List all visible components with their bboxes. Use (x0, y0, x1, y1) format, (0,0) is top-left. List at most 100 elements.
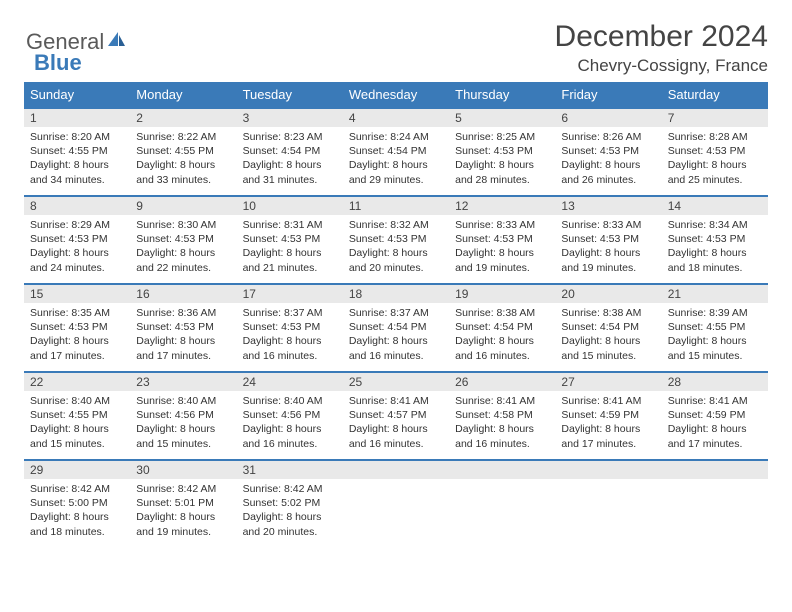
calendar-cell: 17Sunrise: 8:37 AMSunset: 4:53 PMDayligh… (237, 284, 343, 372)
day-details: Sunrise: 8:41 AMSunset: 4:59 PMDaylight:… (662, 391, 768, 457)
sunrise-line: Sunrise: 8:41 AM (668, 394, 762, 408)
day-details: Sunrise: 8:26 AMSunset: 4:53 PMDaylight:… (555, 127, 661, 193)
calendar-cell: 22Sunrise: 8:40 AMSunset: 4:55 PMDayligh… (24, 372, 130, 460)
daylight-line: Daylight: 8 hours and 15 minutes. (30, 422, 124, 450)
calendar-cell-empty (449, 460, 555, 548)
calendar-head: SundayMondayTuesdayWednesdayThursdayFrid… (24, 82, 768, 108)
calendar-table: SundayMondayTuesdayWednesdayThursdayFrid… (24, 82, 768, 548)
calendar-cell: 29Sunrise: 8:42 AMSunset: 5:00 PMDayligh… (24, 460, 130, 548)
day-details: Sunrise: 8:31 AMSunset: 4:53 PMDaylight:… (237, 215, 343, 281)
sunset-line: Sunset: 4:53 PM (561, 144, 655, 158)
daylight-line: Daylight: 8 hours and 15 minutes. (136, 422, 230, 450)
day-details: Sunrise: 8:37 AMSunset: 4:53 PMDaylight:… (237, 303, 343, 369)
daylight-line: Daylight: 8 hours and 21 minutes. (243, 246, 337, 274)
day-number: 11 (343, 197, 449, 215)
sunrise-line: Sunrise: 8:33 AM (561, 218, 655, 232)
calendar-row: 22Sunrise: 8:40 AMSunset: 4:55 PMDayligh… (24, 372, 768, 460)
daylight-line: Daylight: 8 hours and 31 minutes. (243, 158, 337, 186)
day-details: Sunrise: 8:25 AMSunset: 4:53 PMDaylight:… (449, 127, 555, 193)
calendar-cell: 4Sunrise: 8:24 AMSunset: 4:54 PMDaylight… (343, 108, 449, 196)
day-number: 3 (237, 109, 343, 127)
sunset-line: Sunset: 4:55 PM (136, 144, 230, 158)
sunrise-line: Sunrise: 8:20 AM (30, 130, 124, 144)
day-number: 30 (130, 461, 236, 479)
sunset-line: Sunset: 4:53 PM (243, 232, 337, 246)
day-details: Sunrise: 8:35 AMSunset: 4:53 PMDaylight:… (24, 303, 130, 369)
calendar-cell: 19Sunrise: 8:38 AMSunset: 4:54 PMDayligh… (449, 284, 555, 372)
sunset-line: Sunset: 4:57 PM (349, 408, 443, 422)
calendar-cell: 28Sunrise: 8:41 AMSunset: 4:59 PMDayligh… (662, 372, 768, 460)
day-details: Sunrise: 8:41 AMSunset: 4:59 PMDaylight:… (555, 391, 661, 457)
day-header: Monday (130, 82, 236, 108)
sunrise-line: Sunrise: 8:37 AM (243, 306, 337, 320)
sunset-line: Sunset: 4:53 PM (349, 232, 443, 246)
daylight-line: Daylight: 8 hours and 19 minutes. (455, 246, 549, 274)
sunset-line: Sunset: 4:58 PM (455, 408, 549, 422)
daylight-line: Daylight: 8 hours and 16 minutes. (455, 334, 549, 362)
day-number: 7 (662, 109, 768, 127)
day-number: 18 (343, 285, 449, 303)
sunset-line: Sunset: 4:53 PM (243, 320, 337, 334)
calendar-cell: 20Sunrise: 8:38 AMSunset: 4:54 PMDayligh… (555, 284, 661, 372)
day-number: 2 (130, 109, 236, 127)
calendar-cell: 10Sunrise: 8:31 AMSunset: 4:53 PMDayligh… (237, 196, 343, 284)
daylight-line: Daylight: 8 hours and 18 minutes. (668, 246, 762, 274)
daylight-line: Daylight: 8 hours and 34 minutes. (30, 158, 124, 186)
sunset-line: Sunset: 4:54 PM (349, 320, 443, 334)
sunset-line: Sunset: 4:53 PM (561, 232, 655, 246)
sunrise-line: Sunrise: 8:25 AM (455, 130, 549, 144)
sunrise-line: Sunrise: 8:39 AM (668, 306, 762, 320)
day-number: 9 (130, 197, 236, 215)
daylight-line: Daylight: 8 hours and 26 minutes. (561, 158, 655, 186)
daylight-line: Daylight: 8 hours and 15 minutes. (561, 334, 655, 362)
day-header: Thursday (449, 82, 555, 108)
sunset-line: Sunset: 4:59 PM (668, 408, 762, 422)
sunset-line: Sunset: 4:54 PM (561, 320, 655, 334)
day-number-bar-empty (343, 461, 449, 479)
day-number-bar-empty (555, 461, 661, 479)
day-number: 28 (662, 373, 768, 391)
daylight-line: Daylight: 8 hours and 17 minutes. (30, 334, 124, 362)
sunrise-line: Sunrise: 8:23 AM (243, 130, 337, 144)
day-details: Sunrise: 8:29 AMSunset: 4:53 PMDaylight:… (24, 215, 130, 281)
daylight-line: Daylight: 8 hours and 16 minutes. (349, 422, 443, 450)
daylight-line: Daylight: 8 hours and 17 minutes. (136, 334, 230, 362)
day-number: 31 (237, 461, 343, 479)
sunrise-line: Sunrise: 8:30 AM (136, 218, 230, 232)
sunrise-line: Sunrise: 8:28 AM (668, 130, 762, 144)
calendar-cell: 6Sunrise: 8:26 AMSunset: 4:53 PMDaylight… (555, 108, 661, 196)
sunrise-line: Sunrise: 8:40 AM (243, 394, 337, 408)
sunset-line: Sunset: 4:53 PM (136, 232, 230, 246)
calendar-row: 8Sunrise: 8:29 AMSunset: 4:53 PMDaylight… (24, 196, 768, 284)
daylight-line: Daylight: 8 hours and 20 minutes. (349, 246, 443, 274)
calendar-cell: 15Sunrise: 8:35 AMSunset: 4:53 PMDayligh… (24, 284, 130, 372)
daylight-line: Daylight: 8 hours and 20 minutes. (243, 510, 337, 538)
day-header: Saturday (662, 82, 768, 108)
day-number: 8 (24, 197, 130, 215)
calendar-cell: 7Sunrise: 8:28 AMSunset: 4:53 PMDaylight… (662, 108, 768, 196)
calendar-cell: 8Sunrise: 8:29 AMSunset: 4:53 PMDaylight… (24, 196, 130, 284)
title-block: December 2024 Chevry-Cossigny, France (555, 20, 768, 76)
sunrise-line: Sunrise: 8:31 AM (243, 218, 337, 232)
daylight-line: Daylight: 8 hours and 19 minutes. (136, 510, 230, 538)
calendar-cell-empty (662, 460, 768, 548)
sunrise-line: Sunrise: 8:24 AM (349, 130, 443, 144)
calendar-cell: 2Sunrise: 8:22 AMSunset: 4:55 PMDaylight… (130, 108, 236, 196)
calendar-cell: 5Sunrise: 8:25 AMSunset: 4:53 PMDaylight… (449, 108, 555, 196)
day-number: 21 (662, 285, 768, 303)
day-details: Sunrise: 8:34 AMSunset: 4:53 PMDaylight:… (662, 215, 768, 281)
calendar-cell: 18Sunrise: 8:37 AMSunset: 4:54 PMDayligh… (343, 284, 449, 372)
daylight-line: Daylight: 8 hours and 24 minutes. (30, 246, 124, 274)
daylight-line: Daylight: 8 hours and 17 minutes. (668, 422, 762, 450)
month-title: December 2024 (555, 20, 768, 54)
sunrise-line: Sunrise: 8:36 AM (136, 306, 230, 320)
day-number: 15 (24, 285, 130, 303)
day-number: 1 (24, 109, 130, 127)
sunrise-line: Sunrise: 8:42 AM (243, 482, 337, 496)
day-header: Wednesday (343, 82, 449, 108)
sunrise-line: Sunrise: 8:41 AM (455, 394, 549, 408)
sunset-line: Sunset: 4:59 PM (561, 408, 655, 422)
sunset-line: Sunset: 4:53 PM (668, 232, 762, 246)
sunrise-line: Sunrise: 8:38 AM (455, 306, 549, 320)
day-number: 26 (449, 373, 555, 391)
